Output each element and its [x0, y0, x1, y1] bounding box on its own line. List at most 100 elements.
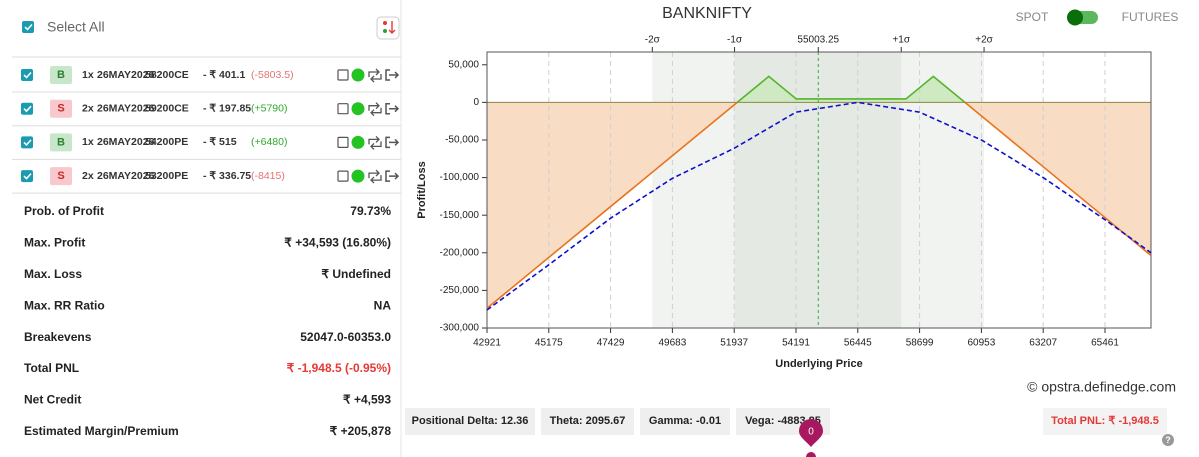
- y-tick-label: 0: [473, 97, 479, 108]
- greek-value: Positional Delta: 12.36: [412, 415, 529, 427]
- exit-icon[interactable]: [385, 69, 400, 81]
- x2-tick-label: 55003.25: [797, 35, 839, 46]
- total-pnl-box: [1043, 408, 1167, 435]
- y-tick-label: -50,000: [445, 135, 479, 146]
- x-tick-label: 42921: [473, 338, 501, 349]
- select-all-checkbox[interactable]: [22, 21, 34, 33]
- leg-strike: 59200CE: [145, 102, 189, 114]
- futures-label[interactable]: FUTURES: [1122, 10, 1179, 24]
- status-dot[interactable]: [351, 169, 365, 183]
- loss-area: [487, 102, 1151, 309]
- spot-label[interactable]: SPOT: [1016, 10, 1049, 24]
- stat-label: Estimated Margin/Premium: [24, 424, 179, 438]
- repeat-icon[interactable]: [368, 135, 382, 150]
- sort-icon: [388, 21, 396, 34]
- x-tick-label: 60953: [967, 338, 995, 349]
- repeat-icon[interactable]: [368, 169, 382, 184]
- sort-button[interactable]: [376, 16, 400, 40]
- side-label: B: [57, 69, 65, 81]
- stat-label: Max. Loss: [24, 267, 82, 281]
- spot-marker-dot: [806, 452, 816, 457]
- stat-value: NA: [374, 298, 392, 312]
- check: [23, 139, 32, 147]
- leg-price: - ₹ 197.85: [203, 102, 251, 114]
- x-tick-label: 47429: [597, 338, 625, 349]
- x2-tick-label: -2σ: [645, 35, 661, 46]
- x2-tick-label: -1σ: [727, 35, 743, 46]
- y-tick-label: -300,000: [440, 323, 480, 334]
- leg-price: - ₹ 515: [203, 136, 237, 148]
- y-axis-label: Profit/Loss: [416, 161, 428, 218]
- x-tick-label: 51937: [720, 338, 748, 349]
- leg-qty: 2x: [82, 102, 94, 114]
- stat-label: Net Credit: [24, 393, 81, 407]
- stat-label: Max. RR Ratio: [24, 298, 105, 312]
- leg-expiry: 26MAY2026: [97, 102, 155, 114]
- side-badge: [50, 99, 72, 118]
- side-badge: [50, 66, 72, 84]
- help-icon[interactable]: [1162, 434, 1174, 446]
- repeat-icon[interactable]: [368, 68, 382, 83]
- check: [23, 71, 32, 79]
- repeat-icon[interactable]: [368, 102, 382, 117]
- edit-icon[interactable]: [337, 170, 349, 182]
- greek-chip: [541, 408, 634, 435]
- leg-strike: 54200PE: [145, 136, 188, 148]
- stat-value: ₹ -1,948.5 (-0.95%): [287, 361, 391, 375]
- leg-pnl: (+5790): [251, 102, 287, 114]
- leg-checkbox[interactable]: [21, 136, 33, 149]
- leg-price: - ₹ 336.75: [203, 170, 251, 182]
- side-label: S: [57, 170, 64, 182]
- exit-icon[interactable]: [385, 170, 400, 182]
- check: [24, 23, 33, 31]
- edit-icon[interactable]: [337, 69, 349, 81]
- stat-label: Max. Profit: [24, 236, 85, 250]
- leg-checkbox[interactable]: [21, 170, 33, 183]
- x2-tick-label: +1σ: [892, 35, 910, 46]
- sort-icon: [383, 21, 387, 25]
- check: [23, 173, 32, 180]
- greek-chip: [405, 408, 535, 435]
- side-badge: [50, 133, 72, 152]
- leg-pnl: (-5803.5): [251, 69, 294, 81]
- exit-icon[interactable]: [385, 136, 400, 149]
- side-label: B: [57, 136, 65, 148]
- help-glyph: ?: [1165, 435, 1171, 445]
- stat-label: Total PNL: [24, 361, 79, 375]
- status-dot[interactable]: [351, 135, 365, 149]
- watermark: © opstra.definedge.com: [1027, 379, 1176, 395]
- greek-value: Theta: 2095.67: [550, 415, 626, 427]
- status-dot[interactable]: [351, 102, 365, 116]
- leg-strike: 58200CE: [145, 69, 189, 81]
- leg-pnl: (+6480): [251, 136, 287, 148]
- x-tick-label: 49683: [658, 338, 686, 349]
- toggle-knob[interactable]: [1067, 9, 1083, 26]
- x-axis-label: Underlying Price: [775, 358, 862, 370]
- leg-checkbox[interactable]: [21, 69, 33, 81]
- x-tick-label: 65461: [1091, 338, 1119, 349]
- x-tick-label: 56445: [844, 338, 872, 349]
- greek-chip: [640, 408, 730, 435]
- leg-qty: 2x: [82, 170, 94, 182]
- exit-icon[interactable]: [385, 102, 400, 115]
- leg-checkbox[interactable]: [21, 102, 33, 115]
- stat-label: Breakevens: [24, 330, 92, 344]
- leg-expiry: 26MAY2026: [97, 136, 155, 148]
- chart-title: BANKNIFTY: [662, 5, 752, 22]
- x-tick-label: 45175: [535, 338, 563, 349]
- leg-qty: 1x: [82, 69, 94, 81]
- stat-value: ₹ +34,593 (16.80%): [284, 236, 391, 250]
- stat-value: ₹ +4,593: [343, 393, 391, 407]
- spot-marker: [799, 419, 823, 447]
- edit-icon[interactable]: [337, 103, 349, 115]
- status-dot[interactable]: [351, 68, 365, 82]
- leg-strike: 53200PE: [145, 170, 188, 182]
- y-tick-label: -100,000: [440, 172, 480, 183]
- x-tick-label: 63207: [1029, 338, 1057, 349]
- sort-icon: [383, 29, 387, 33]
- plot-frame: [486, 51, 1152, 329]
- edit-icon[interactable]: [337, 136, 349, 148]
- y-tick-label: -150,000: [440, 210, 480, 221]
- stat-value: ₹ +205,878: [330, 424, 392, 438]
- select-all-label[interactable]: Select All: [47, 19, 105, 35]
